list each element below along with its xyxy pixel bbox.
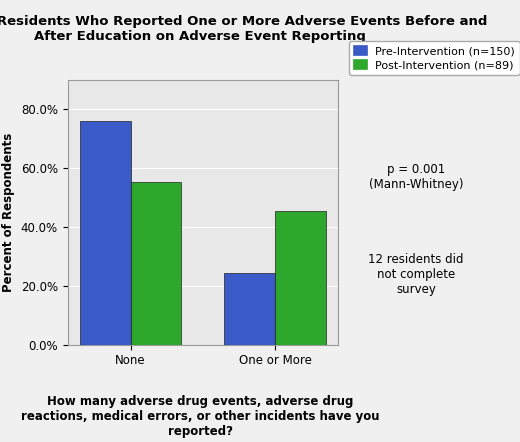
Legend: Pre-Intervention (n=150), Post-Intervention (n=89): Pre-Intervention (n=150), Post-Intervent… xyxy=(349,41,519,75)
Bar xyxy=(80,121,131,345)
Y-axis label: Percent of Respondents: Percent of Respondents xyxy=(2,133,15,292)
Text: 12 residents did
not complete
survey: 12 residents did not complete survey xyxy=(368,252,464,296)
Text: Number of Residents Who Reported One or More Adverse Events Before and
After Edu: Number of Residents Who Reported One or … xyxy=(0,15,487,43)
Bar xyxy=(225,273,275,345)
Text: p = 0.001
(Mann-Whitney): p = 0.001 (Mann-Whitney) xyxy=(369,163,463,191)
Bar xyxy=(131,182,181,345)
Bar xyxy=(275,211,326,345)
Text: How many adverse drug events, adverse drug
reactions, medical errors, or other i: How many adverse drug events, adverse dr… xyxy=(21,395,380,438)
